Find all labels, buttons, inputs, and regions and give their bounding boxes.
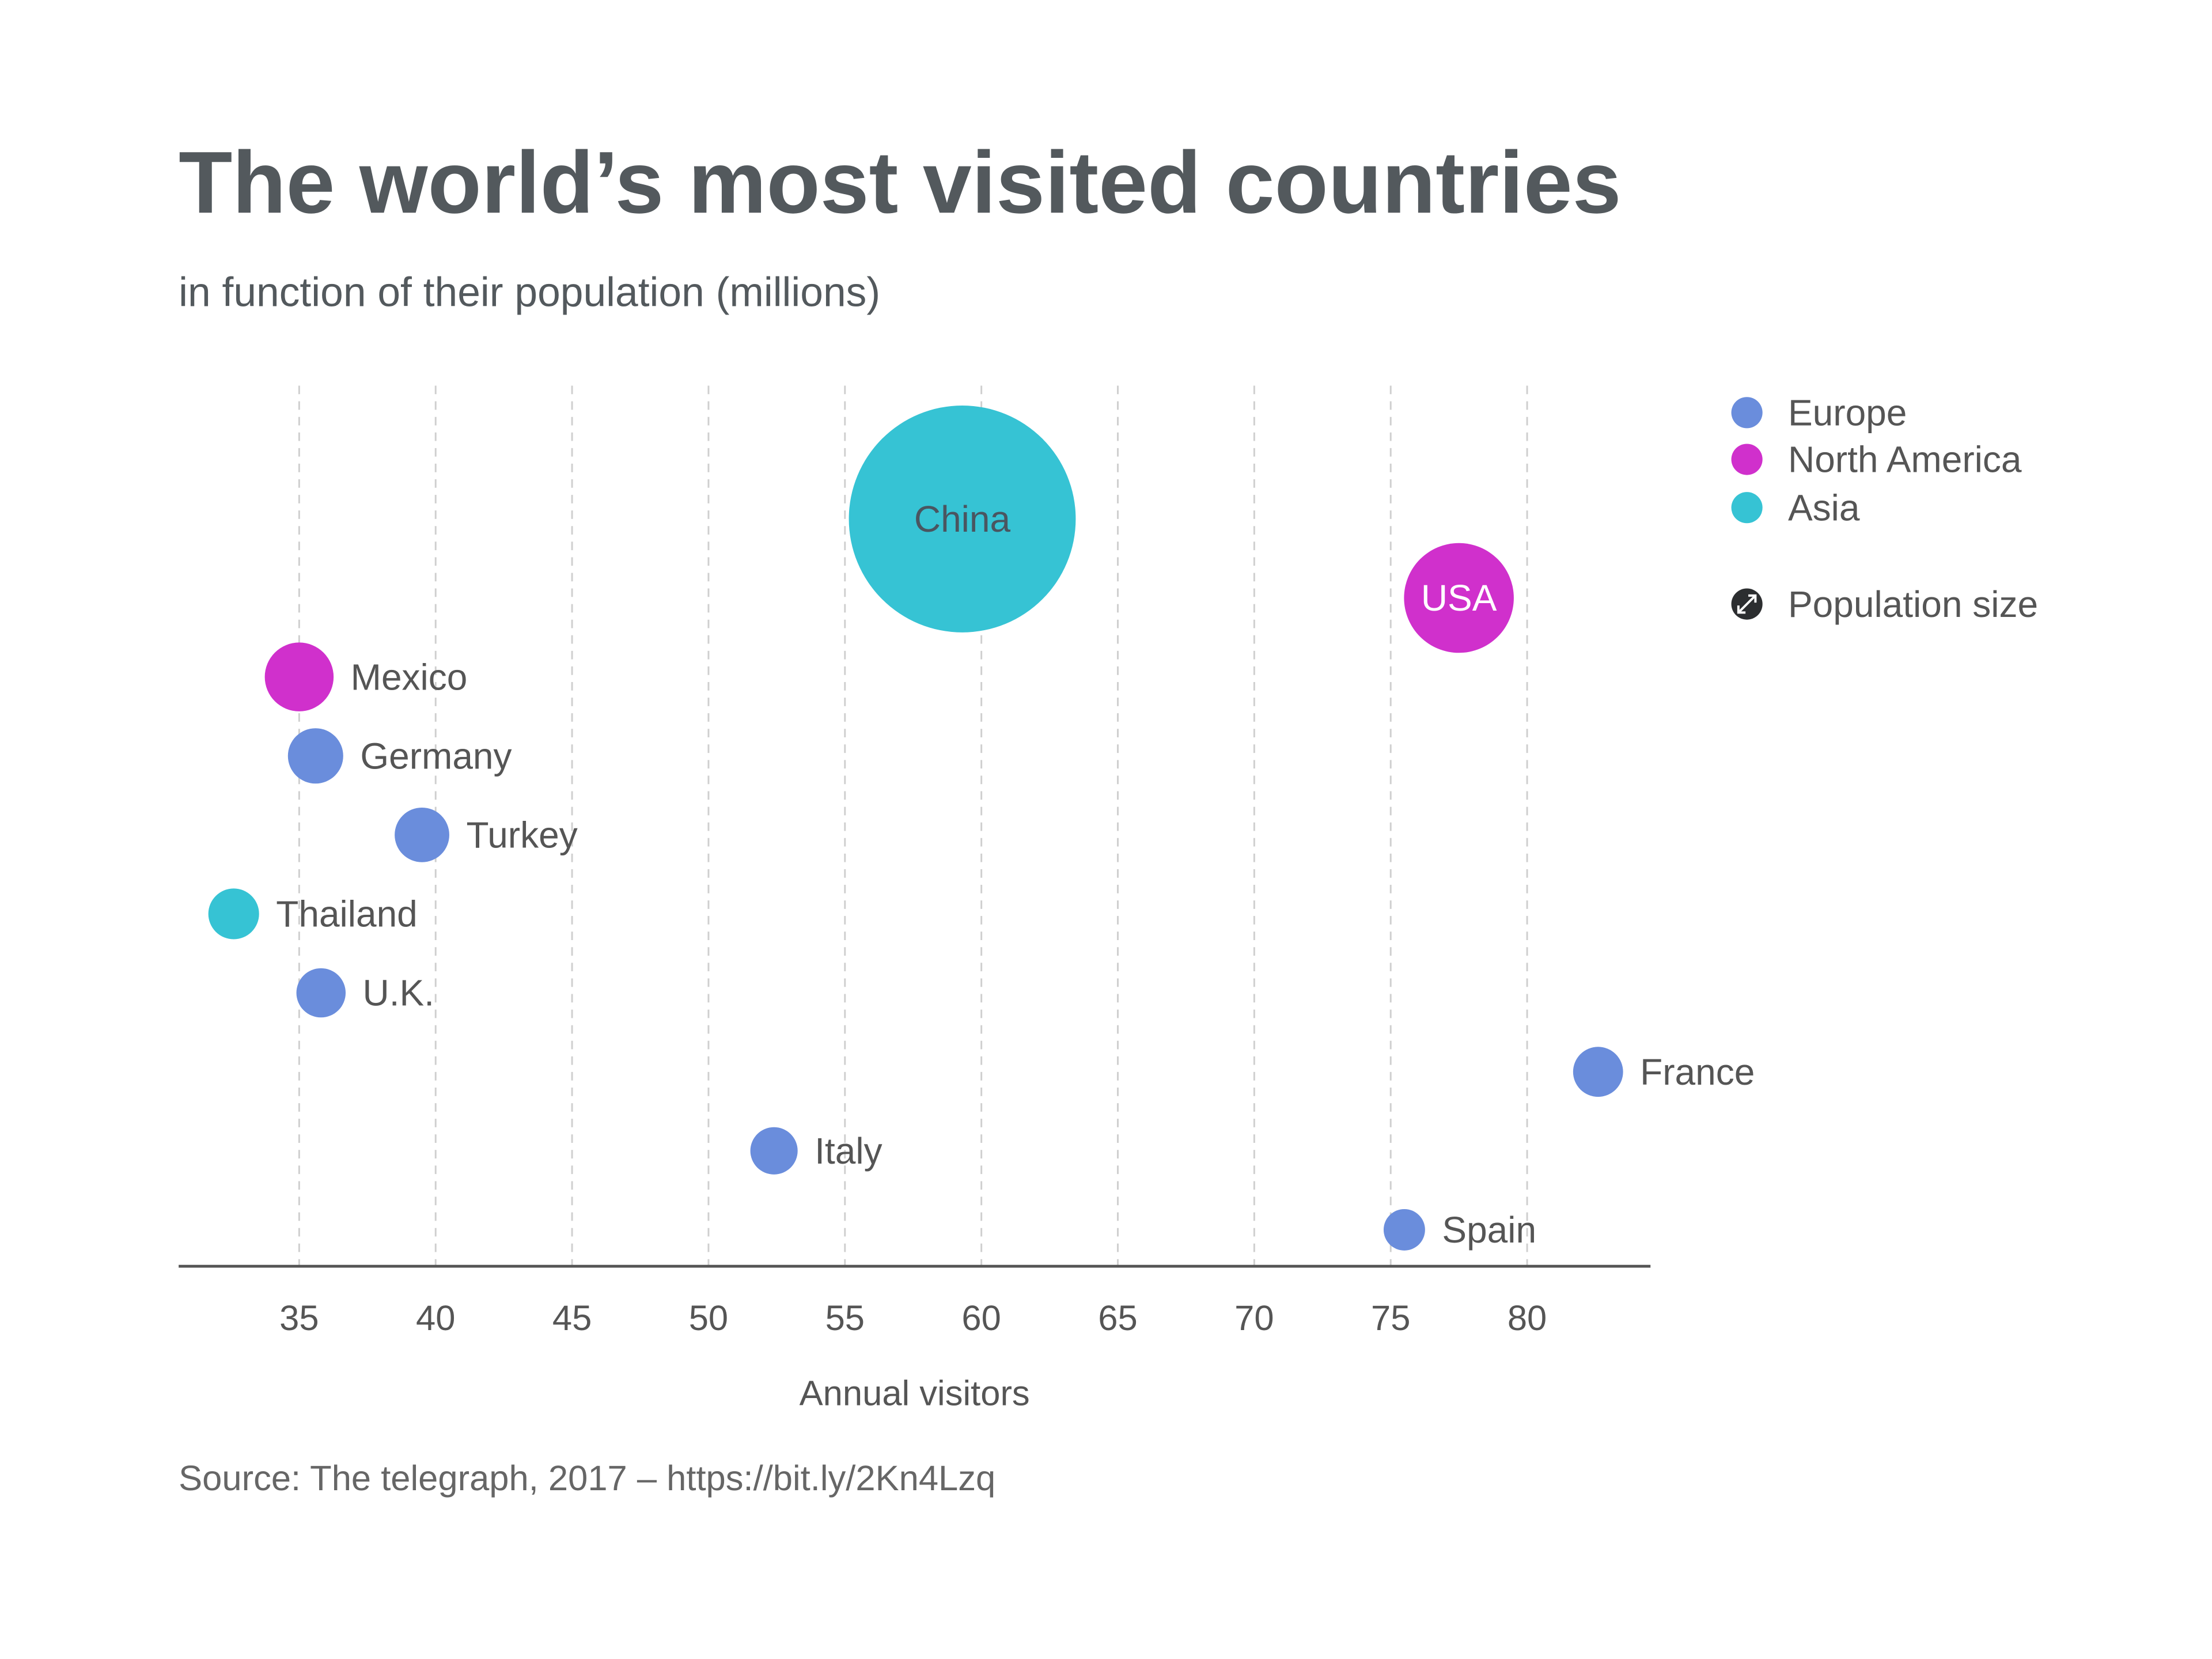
chart-subtitle: in function of their population (million… xyxy=(179,270,880,316)
bubble-label: Turkey xyxy=(467,815,578,856)
legend: Europe North America Asia Population siz… xyxy=(1731,392,2038,625)
bubble-usa[interactable]: USA xyxy=(1404,543,1514,653)
bubble-label: Mexico xyxy=(351,656,468,698)
bubble-circle xyxy=(750,1127,798,1175)
legend-label: Population size xyxy=(1788,584,2038,625)
bubble-italy[interactable]: Italy xyxy=(750,1127,882,1175)
legend-label: North America xyxy=(1788,439,2022,480)
bubble-circle xyxy=(296,968,346,1018)
x-tick-label: 75 xyxy=(1371,1298,1410,1338)
bubble-label: France xyxy=(1640,1051,1755,1093)
legend-swatch xyxy=(1731,444,1763,475)
bubble-circle xyxy=(395,807,449,862)
bubble-label: Italy xyxy=(815,1130,882,1172)
bubble-turkey[interactable]: Turkey xyxy=(395,807,578,862)
bubble-label: Thailand xyxy=(276,893,418,935)
bubble-label: U.K. xyxy=(363,972,434,1014)
bubble-circle xyxy=(1573,1047,1623,1097)
bubble-thailand[interactable]: Thailand xyxy=(208,888,418,940)
legend-swatch xyxy=(1731,492,1763,524)
bubble-china[interactable]: China xyxy=(849,406,1076,632)
x-tick-label: 50 xyxy=(689,1298,728,1338)
bubble-uk[interactable]: U.K. xyxy=(296,968,434,1018)
resize-arrows-icon xyxy=(1731,588,1763,620)
bubble-label: USA xyxy=(1421,577,1497,619)
legend-label: Asia xyxy=(1788,487,1860,528)
legend-item-population-size: Population size xyxy=(1731,584,2038,625)
x-tick-label: 60 xyxy=(961,1298,1001,1338)
bubble-circle xyxy=(849,406,1076,632)
legend-item-europe[interactable]: Europe xyxy=(1731,392,1907,433)
bubble-circle xyxy=(1383,1209,1425,1251)
bubble-france[interactable]: France xyxy=(1573,1047,1755,1097)
legend-item-north-america[interactable]: North America xyxy=(1731,439,2022,480)
x-axis-label: Annual visitors xyxy=(800,1373,1030,1413)
x-tick-labels: 35 40 45 50 55 60 65 70 75 80 xyxy=(279,1298,1547,1338)
bubble-mexico[interactable]: Mexico xyxy=(264,642,468,711)
bubble-label: Spain xyxy=(1442,1209,1536,1251)
bubble-germany[interactable]: Germany xyxy=(287,728,512,784)
bubble-circle xyxy=(1404,543,1514,653)
bubble-spain[interactable]: Spain xyxy=(1383,1209,1536,1251)
bubble-circle xyxy=(208,888,259,940)
legend-swatch xyxy=(1731,397,1763,429)
x-tick-label: 70 xyxy=(1234,1298,1274,1338)
bubbles: China USA Mexico Germany Turkey Thailand U.K. F… xyxy=(208,406,1755,1251)
x-tick-label: 45 xyxy=(552,1298,592,1338)
x-tick-label: 35 xyxy=(279,1298,319,1338)
chart-title: The world’s most visited countries xyxy=(179,134,1621,232)
legend-item-asia[interactable]: Asia xyxy=(1731,487,1860,528)
x-tick-label: 55 xyxy=(825,1298,865,1338)
source-note: Source: The telegraph, 2017 – https://bi… xyxy=(179,1459,995,1498)
bubble-circle xyxy=(287,728,343,784)
bubble-label: China xyxy=(914,498,1011,540)
x-tick-label: 65 xyxy=(1098,1298,1137,1338)
x-tick-label: 80 xyxy=(1508,1298,1547,1338)
bubble-label: Germany xyxy=(360,735,512,777)
x-tick-label: 40 xyxy=(416,1298,455,1338)
legend-label: Europe xyxy=(1788,392,1907,433)
bubble-circle xyxy=(264,642,334,711)
